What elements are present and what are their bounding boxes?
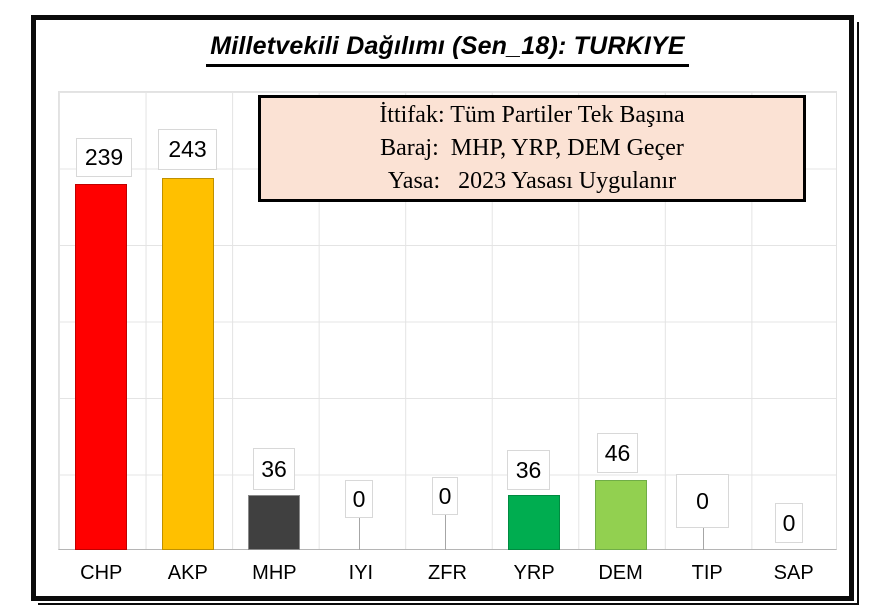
bar-akp (161, 178, 214, 550)
value-label-zfr: 0 (432, 477, 458, 515)
value-label-chp: 239 (76, 138, 132, 177)
value-label-tip: 0 (676, 474, 729, 528)
axis-label-mhp: MHP (252, 562, 297, 584)
value-label-akp: 243 (158, 129, 217, 170)
annotation-line-ittifak: İttifak: Tüm Partiler Tek Başına (379, 102, 685, 128)
axis-label-dem: DEM (598, 562, 643, 584)
axis-label-akp: AKP (167, 562, 208, 584)
chart-title: Milletvekili Dağılımı (Sen_18): TURKIYE (206, 32, 689, 67)
bar-chp (75, 184, 128, 550)
frame-shadow-bottom (38, 603, 859, 605)
value-label-dem: 46 (597, 433, 638, 473)
bar-dem (594, 480, 647, 550)
frame-shadow-right (857, 22, 859, 605)
axis-label-yrp: YRP (513, 562, 555, 584)
bar-yrp (508, 495, 561, 550)
bar-mhp (248, 495, 301, 550)
annotation-line-baraj: Baraj: MHP, YRP, DEM Geçer (380, 135, 684, 161)
leader-line-iyi (359, 518, 360, 550)
axis-label-tip: TIP (691, 562, 723, 584)
leader-line-tip (702, 528, 704, 550)
annotation-line-yasa: Yasa: 2023 Yasası Uygulanır (387, 168, 677, 194)
axis-label-iyi: IYI (348, 562, 374, 584)
chart-title-wrap: Milletvekili Dağılımı (Sen_18): TURKIYE (58, 32, 837, 67)
value-label-mhp: 36 (253, 448, 295, 490)
annotation-box: İttifak: Tüm Partiler Tek Başına Baraj: … (258, 95, 806, 202)
value-label-iyi: 0 (345, 480, 373, 518)
axis-label-sap: SAP (773, 562, 814, 584)
value-label-sap: 0 (775, 503, 803, 543)
leader-line-zfr (445, 515, 446, 550)
axis-label-zfr: ZFR (428, 562, 467, 584)
axis-label-chp: CHP (80, 562, 123, 584)
value-label-yrp: 36 (507, 450, 550, 490)
